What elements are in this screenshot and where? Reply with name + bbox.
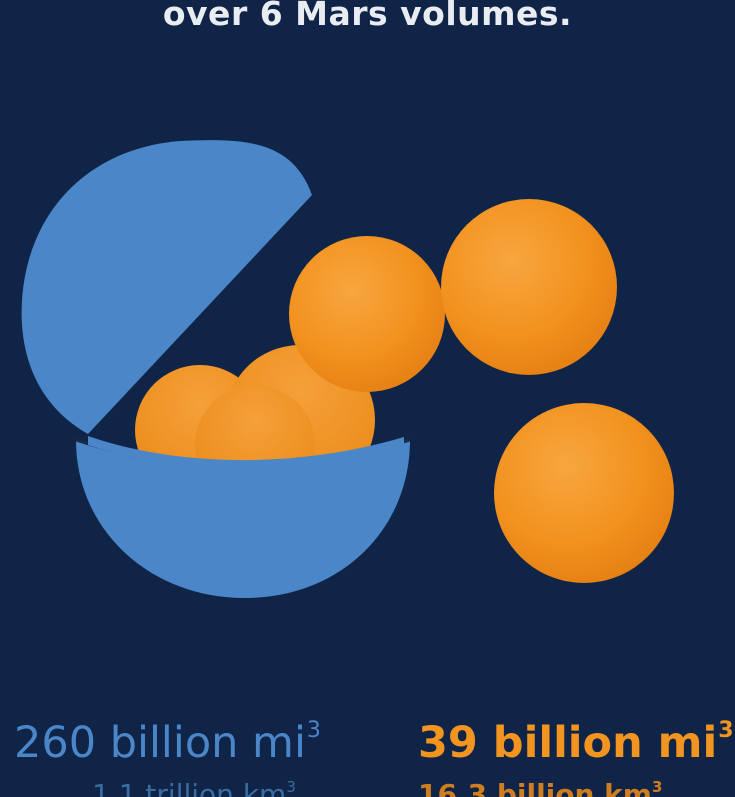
mars-volume-label: 39 billion mi3 — [418, 718, 734, 768]
earth-volume-metric: 1.1 trillion km3 — [92, 778, 296, 797]
earth-upper-hemisphere — [21, 140, 313, 434]
earth-lower-hemisphere — [76, 440, 410, 598]
mars-sphere-escaping-2 — [441, 199, 617, 375]
mars-volume-metric: 16.3 billion km3 — [418, 778, 663, 797]
mars-sphere-escaping-1 — [289, 236, 445, 392]
mars-sphere-separate — [494, 403, 674, 583]
earth-volume-label: 260 billion mi3 — [14, 718, 321, 768]
caption: over 6 Mars volumes. — [162, 0, 573, 33]
